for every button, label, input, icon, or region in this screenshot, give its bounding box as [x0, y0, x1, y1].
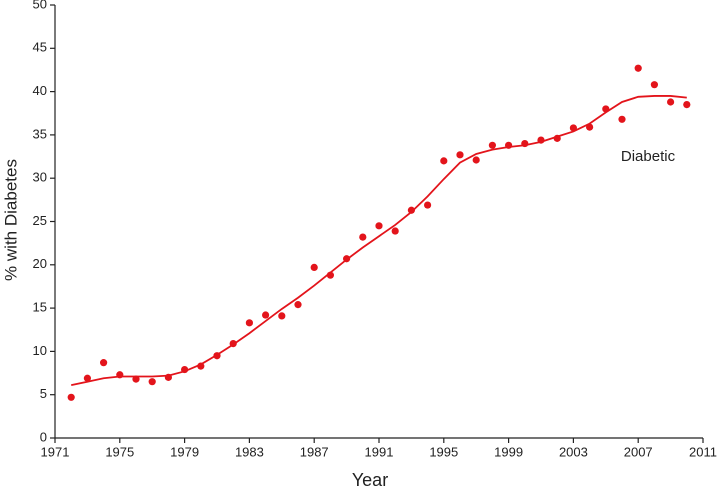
x-tick-label: 1995	[429, 444, 458, 459]
data-point	[407, 206, 415, 214]
x-tick-label: 1979	[170, 444, 199, 459]
x-tick-label: 2003	[559, 444, 588, 459]
data-point	[83, 374, 91, 382]
data-point	[488, 141, 496, 149]
data-point	[391, 227, 399, 235]
x-tick-label: 2011	[689, 444, 717, 459]
trend-line	[71, 95, 687, 387]
data-point	[634, 64, 642, 72]
data-point	[456, 151, 464, 159]
data-point	[472, 156, 480, 164]
data-point	[262, 311, 270, 319]
y-tick-label: 20	[33, 256, 47, 271]
y-tick-label: 35	[33, 126, 47, 141]
data-point	[618, 115, 626, 123]
data-point	[100, 359, 108, 367]
data-point	[424, 201, 432, 209]
x-tick-label: 1987	[300, 444, 329, 459]
x-tick-label: 2007	[624, 444, 653, 459]
y-axis-label: % with Diabetes	[1, 159, 20, 281]
y-tick-label: 40	[33, 83, 47, 98]
y-tick-label: 50	[33, 0, 47, 11]
y-tick-label: 0	[40, 429, 47, 444]
y-tick-label: 45	[33, 40, 47, 55]
x-tick-label: 1999	[494, 444, 523, 459]
y-tick-label: 15	[33, 300, 47, 315]
data-point	[278, 312, 286, 320]
y-tick-label: 30	[33, 170, 47, 185]
x-tick-label: 1975	[105, 444, 134, 459]
annotation: Diabetic	[621, 148, 676, 165]
data-point	[359, 233, 367, 241]
data-point	[650, 81, 659, 89]
data-point	[667, 98, 675, 106]
y-tick-label: 25	[33, 213, 47, 228]
x-tick-label: 1971	[41, 444, 70, 459]
data-point	[294, 301, 302, 309]
y-tick-label: 10	[33, 343, 47, 358]
data-point	[375, 222, 383, 230]
y-tick-label: 5	[40, 386, 47, 401]
x-tick-label: 1983	[235, 444, 264, 459]
x-tick-label: 1991	[365, 444, 394, 459]
x-axis-label: Year	[352, 470, 388, 490]
data-point	[683, 100, 691, 109]
data-point	[310, 263, 318, 271]
data-point	[440, 157, 448, 165]
data-point	[245, 319, 253, 327]
data-point	[67, 393, 75, 401]
data-point	[148, 378, 156, 386]
